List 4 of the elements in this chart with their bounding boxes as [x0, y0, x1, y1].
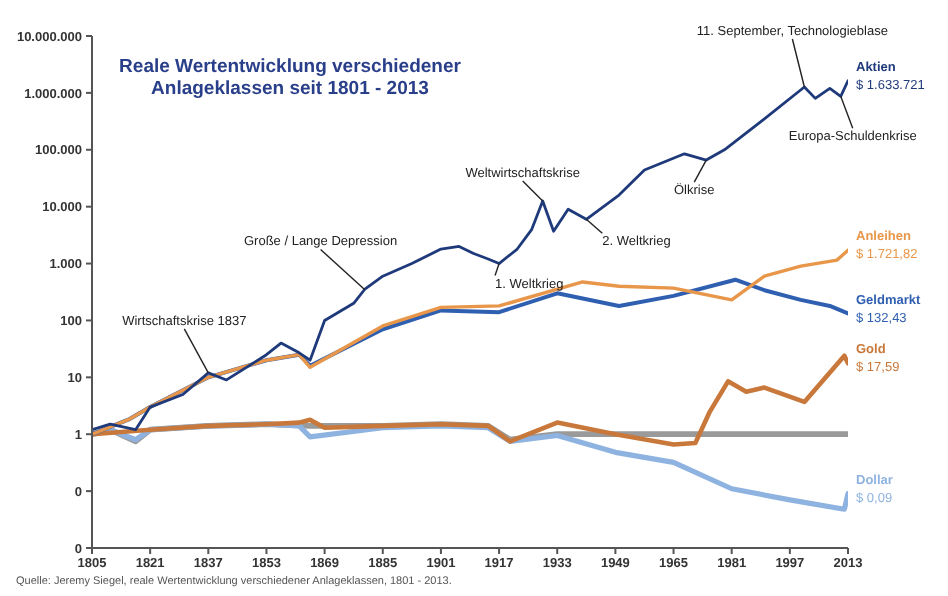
line-series: [92, 277, 848, 437]
line-series: [92, 248, 848, 436]
text: Reale Wertentwicklung verschiedener Anlageklassen seit 1801 - 2013: [117, 56, 463, 100]
line-series: [92, 353, 848, 447]
